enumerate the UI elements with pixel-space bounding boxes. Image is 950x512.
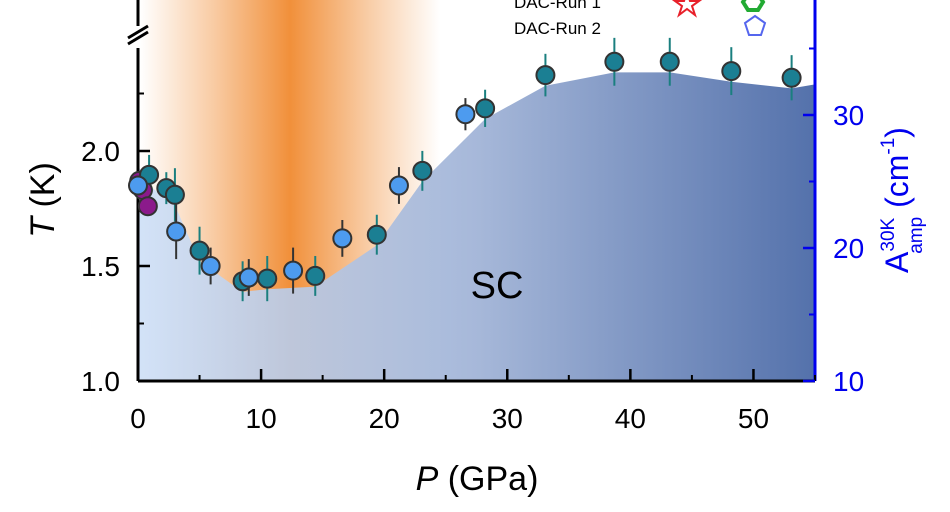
amplitude-point [659,51,680,72]
amplitude-point [189,240,210,261]
amplitude-point [535,65,556,86]
legend-pentagon-marker [743,14,767,36]
amplitude-point [257,268,278,289]
y-left-tick-label: 1.5 [81,251,120,282]
tc-point [455,104,476,125]
sc-region-label: SC [471,265,524,307]
amplitude-point [366,224,387,245]
y-left-tick-label: 1.0 [81,366,120,397]
tc-point [388,175,409,196]
amplitude-point [412,160,433,181]
x-tick-label: 0 [130,403,146,434]
y-right-tick-label: 30 [833,100,864,131]
amplitude-point [164,184,185,205]
tc-point [128,175,148,196]
legend-hexagon-marker [740,0,766,12]
x-tick-label: 50 [738,403,769,434]
legend-star-marker [671,0,703,18]
purple-point [137,196,158,217]
y-left-axis-label: T (K) [24,162,62,238]
axis-break-mark [127,24,149,40]
amplitude-point [604,51,625,72]
tc-point [200,256,221,276]
amplitude-point [475,98,496,119]
axis-break-mark [127,30,149,46]
legend-label-run1: DAC-Run 1 [514,0,601,12]
amplitude-point [305,265,326,286]
tc-point [166,221,187,242]
y-right-tick-label: 10 [833,366,864,397]
amplitude-point [721,61,742,82]
legend: DAC-Run 1 DAC-Run 2 [514,0,767,38]
tc-point [238,267,259,288]
amplitude-point [781,67,802,88]
x-tick-label: 20 [369,403,400,434]
y-left-tick-label: 2.0 [81,136,120,167]
data-marks [128,37,802,302]
x-tick-label: 10 [246,403,277,434]
tc-point [332,228,353,249]
x-tick-label: 30 [492,403,523,434]
y-right-tick-label: 20 [833,233,864,264]
sc-region [138,72,815,381]
x-axis-label: P (GPa) [416,460,539,498]
tc-point [283,260,304,281]
x-tick-label: 40 [615,403,646,434]
y-right-axis-label: A30K amp (cm-1) [878,127,927,273]
legend-label-run2: DAC-Run 2 [514,19,601,38]
